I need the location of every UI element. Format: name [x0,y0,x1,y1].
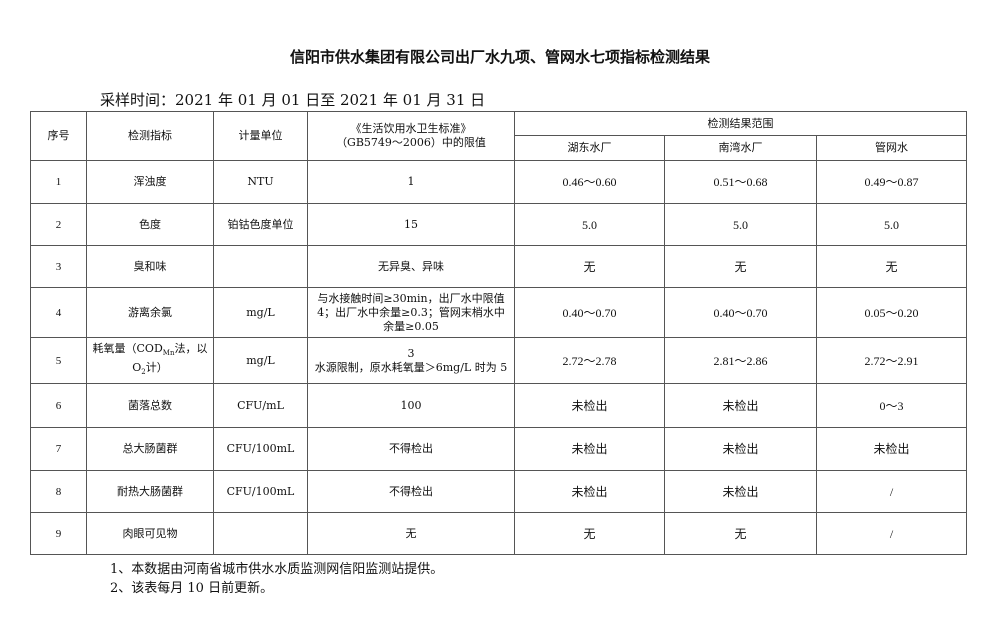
cell-no: 6 [30,383,87,428]
table-row: 9 肉眼可见物无无无 / [30,512,967,555]
header-pipe: 管网水 [816,135,967,161]
cell-limit: 15 [307,203,515,246]
cell-item: 耗氧量（CODMn法，以 O2计） [86,337,214,384]
table-row: 6 菌落总数 CFU/mL 100 未检出 未检出 0～3 [30,383,967,428]
cell-p1: 无 [514,245,665,288]
table-row: 3 臭和味 无异臭、异味无无无 [30,245,967,288]
header-range: 检测结果范围 [514,111,967,136]
cell-unit [213,245,308,288]
cell-limit: 不得检出 [307,470,515,513]
cell-no: 8 [30,470,87,513]
cell-no: 2 [30,203,87,246]
cell-limit: 无异臭、异味 [307,245,515,288]
table-row: 2 色度 铂钴色度单位 15 5.0 5.0 5.0 [30,203,967,246]
table-row: 7 总大肠菌群 CFU/100mL 不得检出 未检出 未检出 未检出 [30,427,967,471]
cell-pipe: 2.72～2.91 [816,337,967,384]
header-limit-line2: （GB5749～2006）中的限值 [336,136,486,149]
cell-unit: CFU/100mL [213,427,308,471]
cell-p2: 0.40～0.70 [664,287,817,338]
cell-p1: 2.72～2.78 [514,337,665,384]
cell-p1: 未检出 [514,470,665,513]
header-no: 序号 [30,111,87,161]
cell-p2: 0.51～0.68 [664,160,817,204]
header-item: 检测指标 [86,111,214,161]
cell-p1: 无 [514,512,665,555]
cell-p2: 无 [664,245,817,288]
header-unit: 计量单位 [213,111,308,161]
cell-item: 臭和味 [86,245,214,288]
page-title: 信阳市供水集团有限公司出厂水九项、管网水七项指标检测结果 [289,48,710,66]
cell-unit [213,512,308,555]
cell-item: 色度 [86,203,214,246]
cell-unit: mg/L [213,337,308,384]
note-2: 2、该表每月 10 日前更新。 [110,581,274,596]
header-plant2: 南湾水厂 [664,135,817,161]
table-row: 4 游离余氯 mg/L 与水接触时间≥30min，出厂水中限值 4；出厂水中余量≥0.… [30,287,967,338]
cell-limit: 与水接触时间≥30min，出厂水中限值 4；出厂水中余量≥0.3；管网末梢水中余… [307,287,515,338]
cell-unit: mg/L [213,287,308,338]
note-1: 1、本数据由河南省城市供水水质监测网信阳监测站提供。 [110,562,444,577]
cell-no: 9 [30,512,87,555]
cell-p2: 未检出 [664,470,817,513]
cell-p1: 未检出 [514,383,665,428]
cell-limit: 100 [307,383,515,428]
cell-p1: 0.46～0.60 [514,160,665,204]
cell-no: 3 [30,245,87,288]
cell-pipe: 0.05～0.20 [816,287,967,338]
cell-p2: 2.81～2.86 [664,337,817,384]
cell-item: 菌落总数 [86,383,214,428]
cell-no: 5 [30,337,87,384]
cell-p2: 5.0 [664,203,817,246]
cell-limit: 3 水源限制，原水耗氧量＞6mg/L 时为 5 [307,337,515,384]
cell-limit: 不得检出 [307,427,515,471]
cell-pipe: / [816,512,967,555]
header-plant1: 湖东水厂 [514,135,665,161]
cell-item: 耐热大肠菌群 [86,470,214,513]
cell-item: 肉眼可见物 [86,512,214,555]
cell-pipe: 未检出 [816,427,967,471]
cell-pipe: / [816,470,967,513]
cell-unit: CFU/100mL [213,470,308,513]
cell-unit: 铂钴色度单位 [213,203,308,246]
cell-unit: NTU [213,160,308,204]
cell-no: 7 [30,427,87,471]
cell-item: 总大肠菌群 [86,427,214,471]
cell-pipe: 5.0 [816,203,967,246]
table-row: 1 浑浊度 NTU 1 0.46～0.60 0.51～0.68 0.49～0.87 [30,160,967,204]
cell-pipe: 0～3 [816,383,967,428]
cell-no: 1 [30,160,87,204]
cell-pipe: 无 [816,245,967,288]
table-row: 5 耗氧量（CODMn法，以 O2计） mg/L 3 水源限制，原水耗氧量＞6mg/L … [30,337,967,384]
cell-p2: 未检出 [664,383,817,428]
cell-p1: 0.40～0.70 [514,287,665,338]
cell-p2: 未检出 [664,427,817,471]
cell-p2: 无 [664,512,817,555]
sampling-period: 采样时间：2021 年 01 月 01 日至 2021 年 01 月 31 日 [100,91,486,109]
cell-item: 浑浊度 [86,160,214,204]
cell-no: 4 [30,287,87,338]
table-row: 8 耐热大肠菌群 CFU/100mL 不得检出 未检出 未检出 / [30,470,967,513]
header-limit-line1: 《生活饮用水卫生标准》 [350,122,472,135]
cell-limit: 无 [307,512,515,555]
cell-limit: 1 [307,160,515,204]
cell-p1: 未检出 [514,427,665,471]
cell-p1: 5.0 [514,203,665,246]
results-table: 序号 检测指标 计量单位 《生活饮用水卫生标准》 （GB5749～2006）中的限… [30,111,967,555]
cell-pipe: 0.49～0.87 [816,160,967,204]
cell-item: 游离余氯 [86,287,214,338]
header-limit: 《生活饮用水卫生标准》 （GB5749～2006）中的限值 [307,111,515,161]
cell-unit: CFU/mL [213,383,308,428]
